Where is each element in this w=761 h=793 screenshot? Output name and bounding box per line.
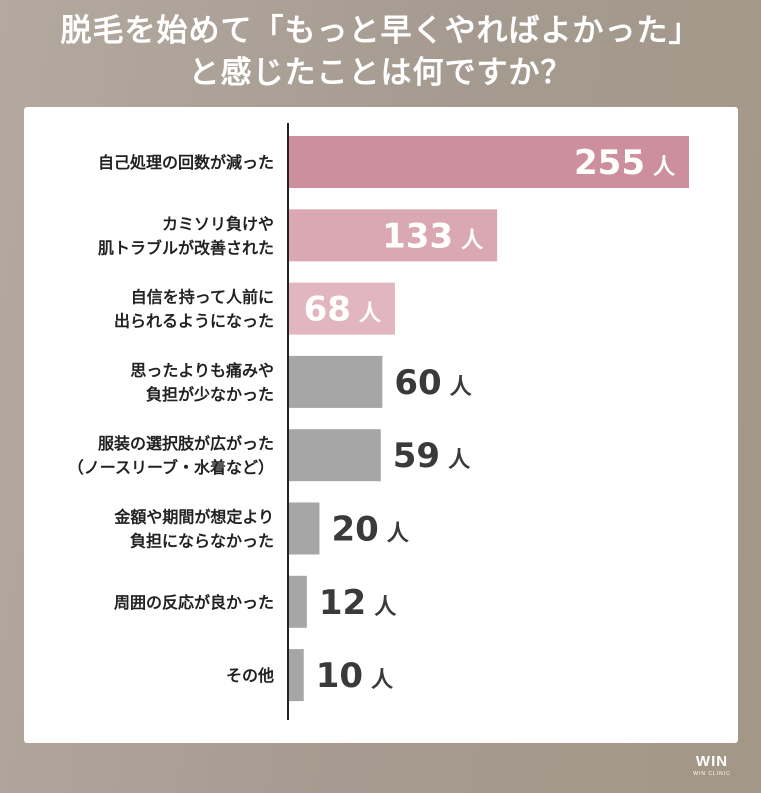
bar-1 <box>288 209 498 262</box>
bar-6 <box>288 575 307 628</box>
bar-0 <box>288 136 689 188</box>
value-label-3: 60 人 <box>394 363 471 403</box>
bar-4 <box>288 429 381 482</box>
bar-chart: 255 人 自己処理の回数が減った 133 人 カミソリ負けや肌トラブルが改善された 68 人… <box>68 123 689 720</box>
bar-3 <box>288 355 383 408</box>
bar-5 <box>288 502 320 555</box>
logo-text: WIN <box>695 753 729 770</box>
value-label-6: 12 人 <box>319 583 396 623</box>
value-label-4: 59 人 <box>393 436 470 476</box>
title-line-1: 脱毛を始めて「もっと早くやればよかった」 <box>60 13 701 49</box>
category-label-2: 自信を持って人前に出られるようになった <box>114 288 274 331</box>
value-label-7: 10 人 <box>316 656 393 696</box>
chart-title: 脱毛を始めて「もっと早くやればよかった」 と感じたことは何ですか？ <box>0 10 761 94</box>
value-label-5: 20 人 <box>331 510 408 550</box>
logo-subtext: WIN CLINIC <box>693 771 731 777</box>
value-label-1: 133 人 <box>382 216 483 256</box>
category-label-6: 周囲の反応が良かった <box>114 593 274 612</box>
value-label-0: 255 人 <box>574 143 675 183</box>
bar-7 <box>288 649 304 702</box>
category-label-3: 思ったよりも痛みや負担が少なかった <box>130 361 274 404</box>
category-label-5: 金額や期間が想定より負担にならなかった <box>113 508 274 551</box>
category-label-4: 服装の選択肢が広がった（ノースリーブ・水着など） <box>68 434 274 477</box>
chart-panel: 255 人 自己処理の回数が減った 133 人 カミソリ負けや肌トラブルが改善された 68 人… <box>24 107 738 743</box>
win-clinic-logo: WIN WIN CLINIC <box>688 754 736 778</box>
category-label-0: 自己処理の回数が減った <box>98 153 274 172</box>
title-line-2: と感じたことは何ですか？ <box>188 55 573 91</box>
category-label-1: カミソリ負けや肌トラブルが改善された <box>98 214 274 257</box>
value-label-2: 68 人 <box>304 290 381 330</box>
category-label-7: その他 <box>226 666 274 685</box>
bar-2 <box>288 282 395 335</box>
